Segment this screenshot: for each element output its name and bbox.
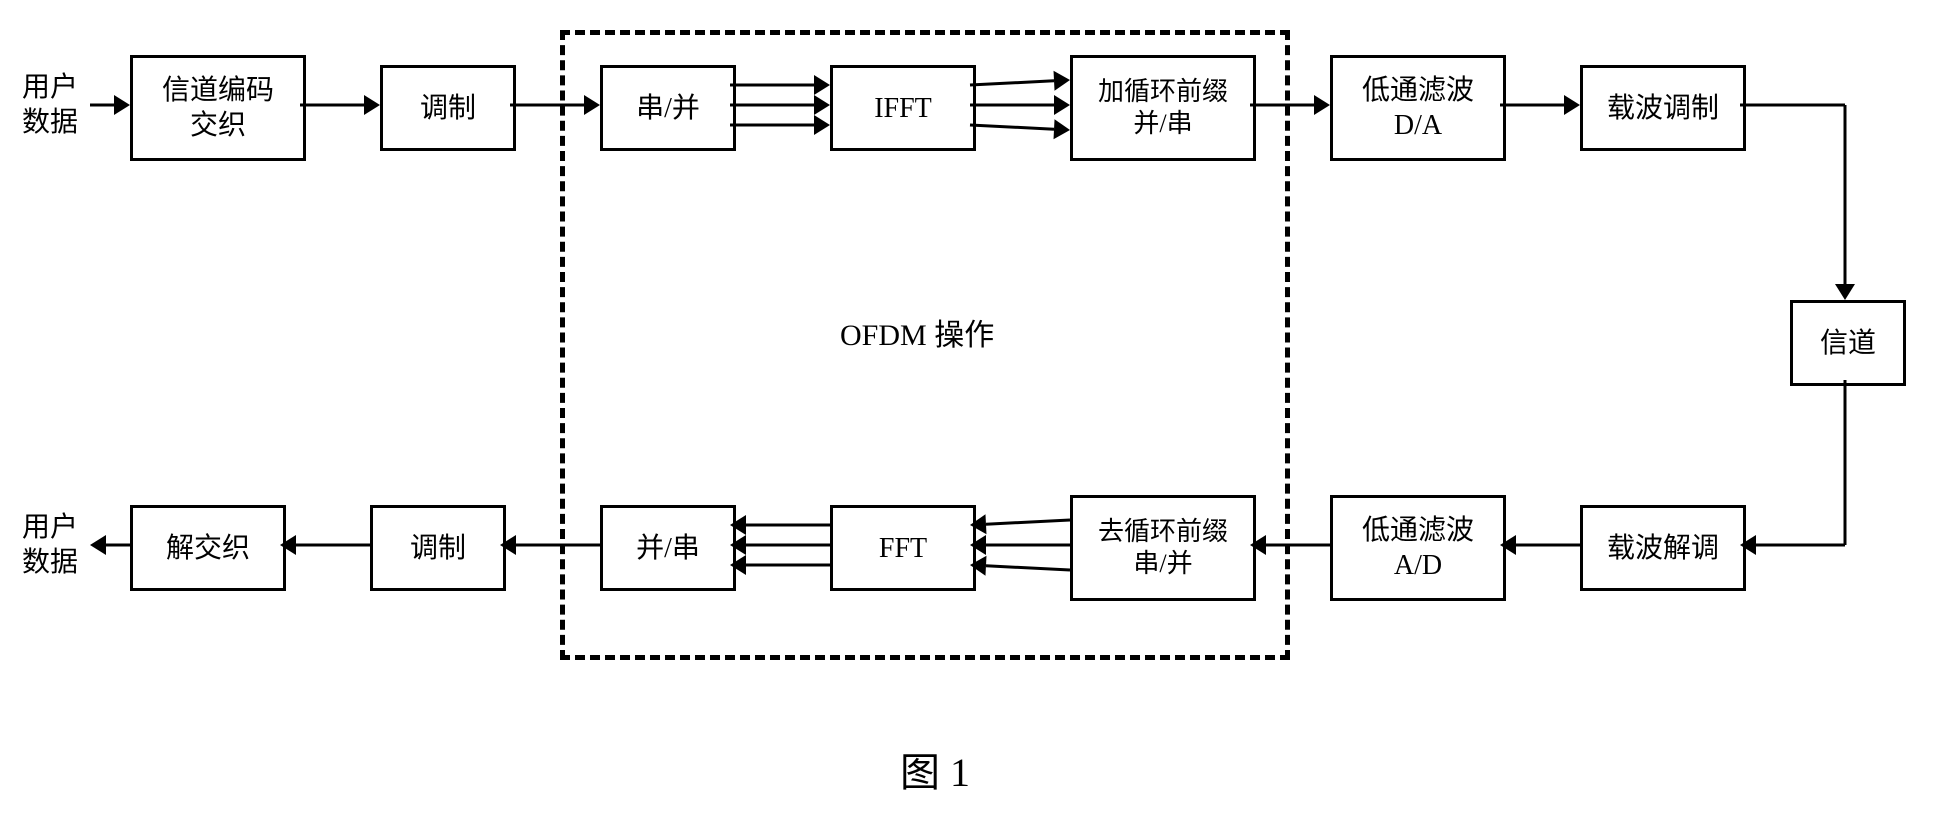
ifft-box: IFFT <box>830 65 976 151</box>
ofdm-label: OFDM 操作 <box>840 310 994 354</box>
fft-box: FFT <box>830 505 976 591</box>
deinterleaver-box: 解交织 <box>130 505 286 591</box>
remove-cp-box: 去循环前缀 串/并 <box>1070 495 1256 601</box>
figure-label: 图 1 <box>900 740 970 798</box>
demodulator-box: 调制 <box>370 505 506 591</box>
parallel-serial-box: 并/串 <box>600 505 736 591</box>
carrier-demod-box: 载波解调 <box>1580 505 1746 591</box>
channel-box: 信道 <box>1790 300 1906 386</box>
lpf-ad-box: 低通滤波 A/D <box>1330 495 1506 601</box>
encoder-box: 信道编码 交织 <box>130 55 306 161</box>
lpf-da-box: 低通滤波 D/A <box>1330 55 1506 161</box>
modulator-box: 调制 <box>380 65 516 151</box>
serial-parallel-box: 串/并 <box>600 65 736 151</box>
diagram-stage: OFDM 操作 用户 数据 信道编码 交织 调制 串/并 IFFT 加循环前缀 … <box>0 0 1942 820</box>
carrier-mod-box: 载波调制 <box>1580 65 1746 151</box>
add-cp-box: 加循环前缀 并/串 <box>1070 55 1256 161</box>
tx-user-data-label: 用户 数据 <box>10 70 90 140</box>
rx-user-data-label: 用户 数据 <box>10 510 90 580</box>
